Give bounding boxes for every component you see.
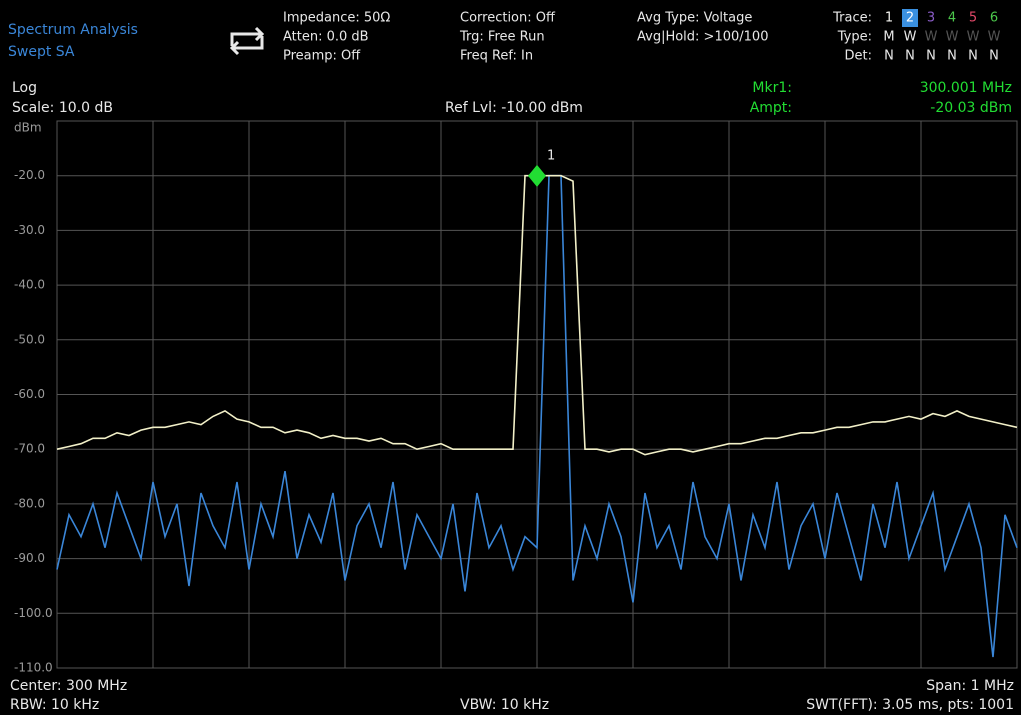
atten: Atten: 0.0 dB — [283, 30, 369, 45]
trace-type: W — [925, 30, 938, 45]
y-tick-label: -50.0 — [14, 332, 45, 346]
trace-number: 6 — [990, 11, 998, 26]
avg-type: Avg Type: Voltage — [637, 11, 752, 26]
freq-ref: Freq Ref: In — [460, 49, 533, 64]
arrow-top — [230, 26, 265, 46]
marker — [528, 164, 546, 187]
trace-number: 4 — [948, 11, 956, 26]
mode: Swept SA — [8, 44, 75, 60]
vbw: VBW: 10 kHz — [460, 697, 549, 713]
scale-type: Log — [12, 80, 37, 96]
y-tick-label: -60.0 — [14, 387, 45, 401]
y-tick-label: -80.0 — [14, 496, 45, 510]
trace-det: N — [926, 49, 936, 64]
plot: dBm -20.0 -30.0 -40.0 -50.0 -60.0 -70.0 -80.0 -9… — [14, 120, 1018, 675]
trace-number: 5 — [969, 11, 977, 26]
trace-type: W — [988, 30, 1001, 45]
trace-type: W — [904, 30, 917, 45]
avg-hold: Avg|Hold: >100/100 — [637, 30, 768, 45]
y-tick-label: -30.0 — [14, 223, 45, 237]
rbw: RBW: 10 kHz — [10, 697, 99, 713]
impedance: Impedance: 50Ω — [283, 11, 390, 26]
y-tick-label: -100.0 — [14, 606, 53, 620]
active-trace — [902, 9, 918, 27]
trace-label: Trace: — [832, 11, 872, 26]
y-tick-label: -70.0 — [14, 442, 45, 456]
marker-freq: 300.001 MHz — [920, 80, 1012, 96]
trace-det: N — [989, 49, 999, 64]
scale: Scale: 10.0 dB — [12, 100, 113, 116]
sweep: SWT(FFT): 3.05 ms, pts: 1001 — [806, 697, 1014, 713]
arrow-bottom — [229, 36, 264, 56]
trace-type: W — [946, 30, 959, 45]
trace-type: W — [967, 30, 980, 45]
center: Center: 300 MHz — [10, 678, 127, 694]
correction: Correction: Off — [460, 11, 556, 26]
app-title: Spectrum Analysis — [8, 22, 138, 38]
repeat-icon[interactable] — [229, 26, 265, 56]
marker-ampt: -20.03 dBm — [930, 100, 1012, 116]
trace-number: 1 — [885, 11, 893, 26]
trace — [56, 174, 1018, 658]
trace-det: N — [947, 49, 957, 64]
trace-det: N — [905, 49, 915, 64]
det-label: Det: — [845, 49, 873, 64]
marker-label: 1 — [547, 148, 555, 163]
type-label: Type: — [837, 30, 872, 45]
span: Span: 1 MHz — [926, 678, 1014, 694]
y-tick-label: -90.0 — [14, 551, 45, 565]
y-tick-label: dBm — [14, 121, 42, 135]
trace-number: 2 — [906, 11, 914, 26]
preamp: Preamp: Off — [283, 49, 361, 64]
marker-label: Mkr1: — [752, 80, 792, 96]
y-tick-label: -20.0 — [14, 168, 45, 182]
ampt-label: Ampt: — [750, 100, 792, 116]
ref-level: Ref Lvl: -10.00 dBm — [445, 100, 583, 116]
y-tick-label: -40.0 — [14, 278, 45, 292]
trace-number: 3 — [927, 11, 935, 26]
y-tick-label: -110.0 — [14, 661, 53, 675]
trigger: Trg: Free Run — [459, 30, 545, 45]
trace-type: M — [883, 30, 894, 45]
trace-det: N — [884, 49, 894, 64]
trace-det: N — [968, 49, 978, 64]
